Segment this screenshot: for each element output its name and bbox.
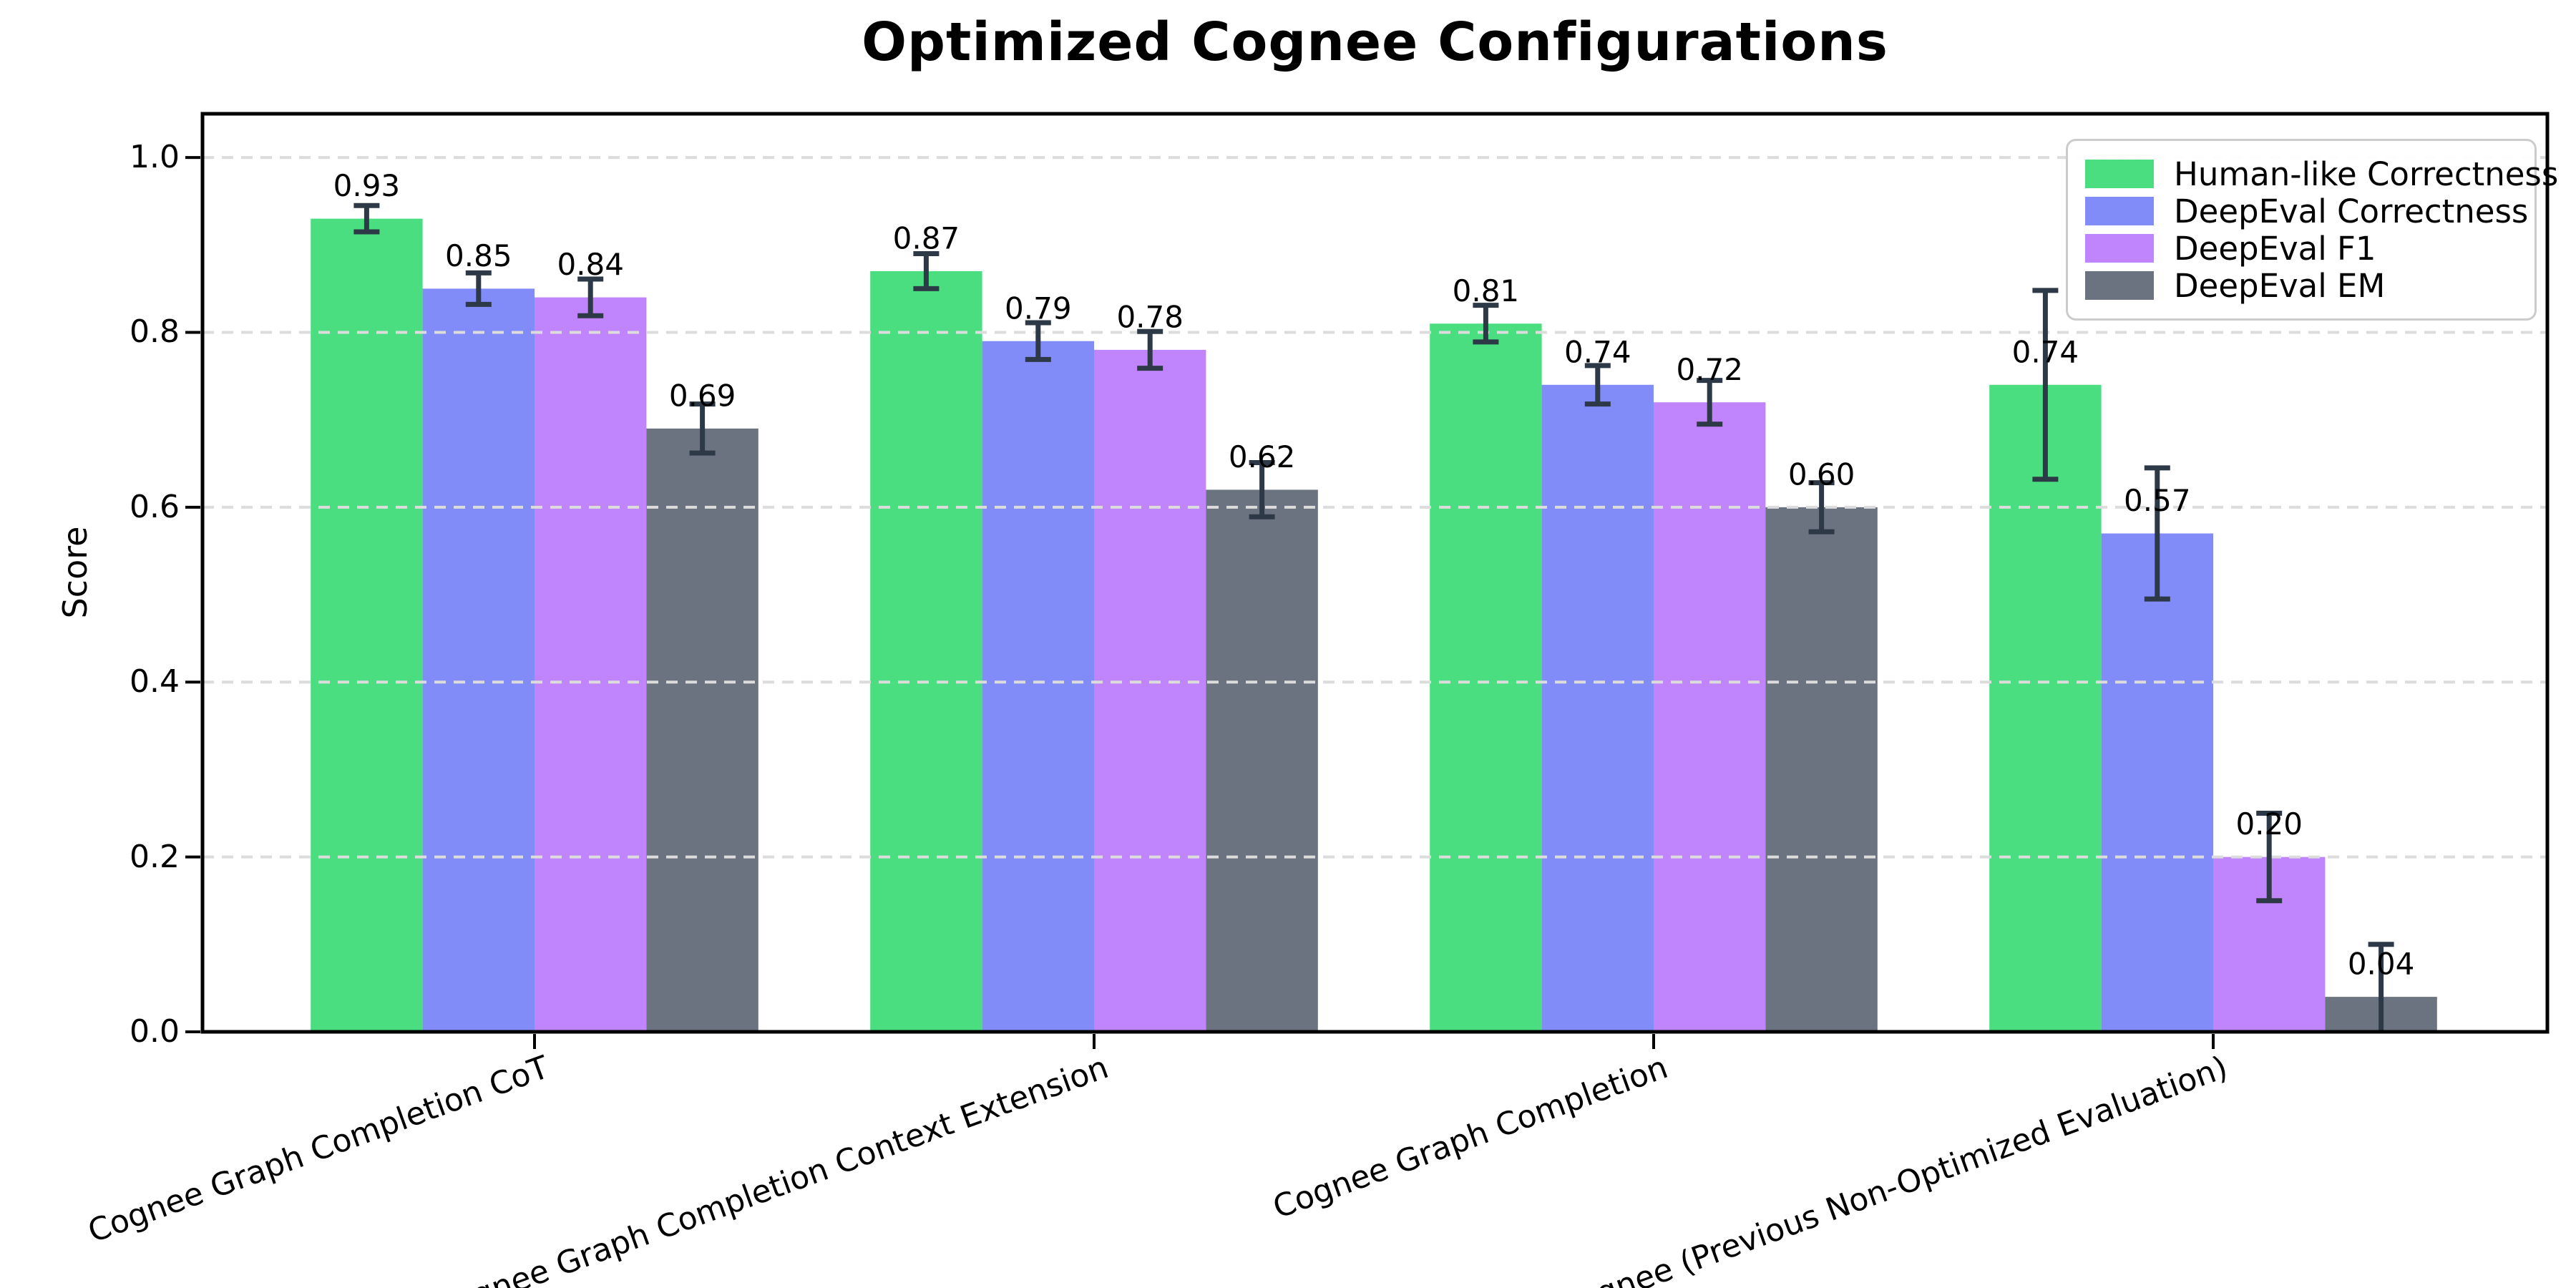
legend-swatch-icon (2085, 160, 2154, 188)
bar (311, 218, 423, 1033)
legend-swatch-icon (2085, 271, 2154, 300)
y-axis-label: Score (56, 526, 94, 619)
bar (1541, 384, 1654, 1032)
legend-label: DeepEval F1 (2174, 229, 2376, 268)
bar (870, 270, 982, 1032)
bar-value-label: 0.87 (893, 221, 960, 256)
plot-svg: 0.93 0.85 0.84 0.69 0.87 0.79 0.78 0.62 0.81 0.74… (185, 112, 2550, 1049)
bar-value-label: 0.81 (1453, 273, 1520, 308)
y-tick-label: 0.0 (130, 1013, 180, 1050)
legend-swatch-icon (2085, 234, 2154, 263)
bar (1206, 489, 1318, 1032)
bar-value-label: 0.78 (1116, 299, 1184, 334)
legend-swatch-icon (2085, 197, 2154, 225)
legend-item: DeepEval Correctness (2085, 192, 2528, 230)
legend-item: DeepEval EM (2085, 266, 2517, 305)
legend-label: DeepEval Correctness (2174, 192, 2529, 230)
bar (2101, 533, 2213, 1032)
y-tick-label: 0.2 (130, 838, 180, 875)
bar (982, 341, 1094, 1032)
bar-value-label: 0.93 (333, 168, 401, 203)
legend-label: DeepEval EM (2174, 266, 2386, 305)
bar (646, 428, 758, 1032)
y-tick-label: 0.8 (130, 313, 180, 351)
x-tick-label: Cognee Graph Completion (1268, 1049, 1673, 1226)
bar-value-label: 0.62 (1229, 439, 1296, 474)
x-tick-label: Cognee Graph Completion CoT (83, 1049, 554, 1250)
y-tick-label: 1.0 (130, 139, 180, 176)
bar-value-label: 0.60 (1788, 457, 1855, 492)
bar-value-label: 0.04 (2348, 947, 2415, 982)
bar-value-label: 0.74 (1564, 334, 1631, 369)
bar-value-label: 0.69 (669, 378, 736, 413)
bar (1765, 507, 1878, 1032)
legend-item: DeepEval F1 (2085, 229, 2517, 268)
bar-value-label: 0.74 (2012, 334, 2079, 369)
bar-value-label: 0.79 (1005, 291, 1072, 326)
plot-area: 0.93 0.85 0.84 0.69 0.87 0.79 0.78 0.62 0.81 0.74… (185, 112, 2550, 1049)
bar-value-label: 0.85 (445, 238, 512, 273)
bar (1430, 323, 1542, 1032)
bar (422, 288, 535, 1032)
chart-title: Optimized Cognee Configurations (862, 11, 1888, 73)
bar-value-label: 0.57 (2124, 483, 2191, 518)
bar (1094, 349, 1206, 1032)
legend-label: Human-like Correctness (2174, 155, 2559, 193)
bar (1654, 402, 1766, 1032)
y-tick-label: 0.6 (130, 488, 180, 525)
bar-value-label: 0.72 (1676, 352, 1743, 387)
bar (1989, 384, 2102, 1032)
y-tick-label: 0.4 (130, 663, 180, 701)
plot-border (200, 112, 2550, 1034)
bar (535, 297, 647, 1033)
bar-value-label: 0.20 (2235, 806, 2303, 841)
bar-value-label: 0.84 (557, 247, 624, 282)
legend-item: Human-like Correctness (2085, 155, 2558, 193)
legend: Human-like Correctness DeepEval Correctne… (2066, 139, 2558, 321)
